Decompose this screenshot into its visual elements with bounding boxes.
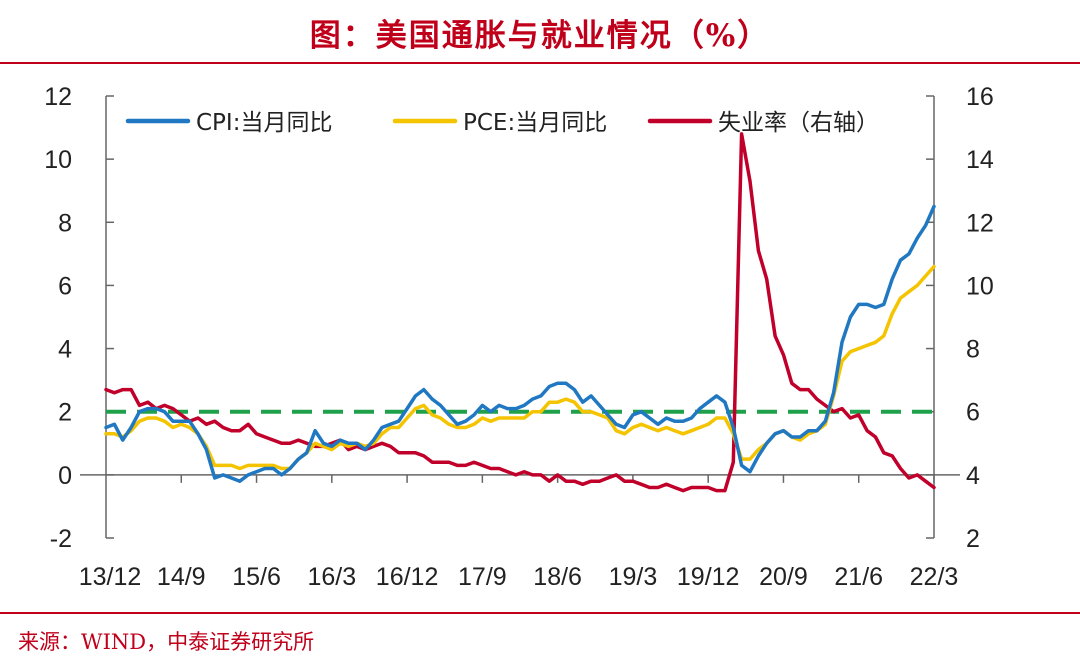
- y-right-tick-label: 4: [966, 462, 980, 490]
- y-left-tick-label: 4: [58, 336, 72, 364]
- x-tick-label: 18/6: [533, 563, 582, 591]
- x-tick-label: 19/12: [677, 563, 740, 591]
- y-left-tick-label: 12: [44, 83, 72, 111]
- legend-label-cpi-line: CPI:当月同比: [196, 110, 332, 136]
- title-divider: [0, 62, 1080, 64]
- source-note: 来源：WIND，中泰证券研究所: [18, 630, 315, 654]
- y-right-tick-label: 6: [966, 399, 980, 427]
- y-right-tick-label: 2: [966, 525, 980, 553]
- x-tick-label: 17/9: [458, 563, 507, 591]
- x-tick-label: 22/3: [910, 563, 959, 591]
- x-tick-label: 20/9: [759, 563, 808, 591]
- y-right-tick-label: 14: [966, 146, 994, 174]
- pce-line: [104, 264, 936, 471]
- legend: CPI:当月同比 PCE:当月同比 失业率（右轴）: [125, 110, 879, 136]
- x-tick-label: 16/12: [376, 563, 439, 591]
- line-chart: -2 0 2 4 6 8 10 12 2 4 6 8 10 12 14 16 13/12 14/9 15/6 16/3…: [44, 83, 994, 591]
- cpi-line: [104, 204, 936, 483]
- x-tick-label: 13/12: [79, 563, 142, 591]
- y-right-tick-label: 10: [966, 272, 994, 300]
- y-left-tick-label: 0: [58, 462, 72, 490]
- x-tick-label: 15/6: [232, 563, 281, 591]
- y-right-tick-label: 8: [966, 336, 980, 364]
- y-right-tick-label: 12: [966, 209, 994, 237]
- footer-divider: [0, 612, 1080, 614]
- y-left-tick-label: 10: [44, 146, 72, 174]
- x-tick-label: 16/3: [307, 563, 356, 591]
- y-left-tick-label: 6: [58, 272, 72, 300]
- unemployment-line: [104, 132, 936, 493]
- y-left-tick-label: 2: [58, 399, 72, 427]
- y-left-tick-label: 8: [58, 209, 72, 237]
- chart-title: 图：美国通胀与就业情况（%）: [309, 18, 771, 54]
- series-lines: [104, 132, 936, 493]
- x-tick-label: 14/9: [157, 563, 206, 591]
- y-right-tick-label: 16: [966, 83, 994, 111]
- x-tick-label: 21/6: [834, 563, 883, 591]
- legend-label-unemployment-line: 失业率（右轴）: [718, 110, 879, 136]
- chart-axes: -2 0 2 4 6 8 10 12 2 4 6 8 10 12 14 16 13/12 14/9 15/6 16/3…: [44, 83, 994, 591]
- x-tick-label: 19/3: [609, 563, 658, 591]
- legend-label-pce-line: PCE:当月同比: [463, 110, 607, 136]
- y-left-tick-label: -2: [50, 525, 72, 553]
